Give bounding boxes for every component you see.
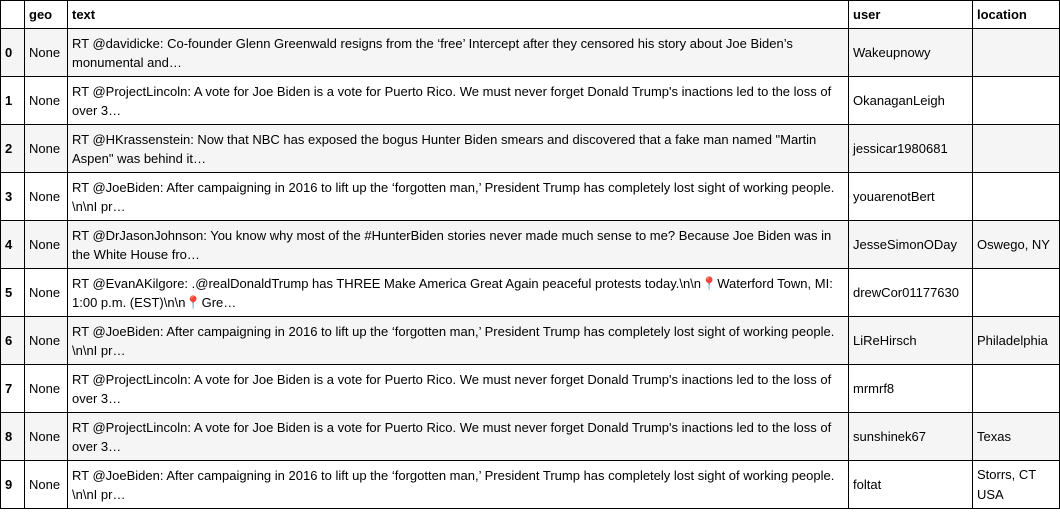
geo-cell: None [24,460,68,509]
dataframe-table: geo text user location 0 None RT @davidick… [0,0,1060,509]
table-body: 0 None RT @davidicke: Co-founder Glenn Gre… [0,28,1060,509]
row-index-cell: 3 [0,172,25,221]
location-cell [972,76,1060,125]
user-cell: jessicar1980681 [848,124,973,173]
text-cell: RT @JoeBiden: After campaigning in 2016 … [67,460,849,509]
header-row: geo text user location [0,0,1060,29]
text-cell: RT @ProjectLincoln: A vote for Joe Biden… [67,364,849,413]
column-header-geo: geo [24,0,68,29]
text-cell: RT @DrJasonJohnson: You know why most of… [67,220,849,269]
location-cell [972,364,1060,413]
row-index-cell: 5 [0,268,25,317]
column-header-text: text [67,0,849,29]
column-header-user: user [848,0,973,29]
user-cell: sunshinek67 [848,412,973,461]
geo-cell: None [24,364,68,413]
geo-cell: None [24,268,68,317]
table-row: 4 None RT @DrJasonJohnson: You know why mo… [0,220,1060,269]
location-cell: Storrs, CT USA [972,460,1060,509]
table-row: 6 None RT @JoeBiden: After campaigning in … [0,316,1060,365]
user-cell: drewCor01177630 [848,268,973,317]
column-header-index [0,0,25,29]
user-cell: JesseSimonODay [848,220,973,269]
location-cell: Texas [972,412,1060,461]
table-header: geo text user location [0,0,1060,29]
geo-cell: None [24,412,68,461]
row-index-cell: 2 [0,124,25,173]
row-index-cell: 7 [0,364,25,413]
table-row: 2 None RT @HKrassenstein: Now that NBC has… [0,124,1060,173]
table-row: 7 None RT @ProjectLincoln: A vote for Joe … [0,364,1060,413]
row-index-cell: 0 [0,28,25,77]
location-cell [972,28,1060,77]
table-row: 9 None RT @JoeBiden: After campaigning in … [0,460,1060,509]
user-cell: mrmrf8 [848,364,973,413]
location-cell [972,124,1060,173]
geo-cell: None [24,220,68,269]
text-cell: RT @EvanAKilgore: .@realDonaldTrump has … [67,268,849,317]
table-row: 5 None RT @EvanAKilgore: .@realDonaldTrump… [0,268,1060,317]
user-cell: OkanaganLeigh [848,76,973,125]
row-index-cell: 4 [0,220,25,269]
user-cell: foltat [848,460,973,509]
text-cell: RT @ProjectLincoln: A vote for Joe Biden… [67,412,849,461]
row-index-cell: 8 [0,412,25,461]
row-index-cell: 6 [0,316,25,365]
geo-cell: None [24,316,68,365]
location-cell: Philadelphia [972,316,1060,365]
text-cell: RT @JoeBiden: After campaigning in 2016 … [67,172,849,221]
table-row: 1 None RT @ProjectLincoln: A vote for Joe … [0,76,1060,125]
row-index-cell: 9 [0,460,25,509]
table-row: 8 None RT @ProjectLincoln: A vote for Joe … [0,412,1060,461]
table-row: 3 None RT @JoeBiden: After campaigning in … [0,172,1060,221]
location-cell [972,172,1060,221]
text-cell: RT @ProjectLincoln: A vote for Joe Biden… [67,76,849,125]
location-cell [972,268,1060,317]
column-header-location: location [972,0,1060,29]
text-cell: RT @JoeBiden: After campaigning in 2016 … [67,316,849,365]
geo-cell: None [24,76,68,125]
geo-cell: None [24,124,68,173]
location-cell: Oswego, NY [972,220,1060,269]
geo-cell: None [24,28,68,77]
geo-cell: None [24,172,68,221]
text-cell: RT @HKrassenstein: Now that NBC has expo… [67,124,849,173]
user-cell: youarenotBert [848,172,973,221]
text-cell: RT @davidicke: Co-founder Glenn Greenwal… [67,28,849,77]
user-cell: LiReHirsch [848,316,973,365]
table-row: 0 None RT @davidicke: Co-founder Glenn Gre… [0,28,1060,77]
user-cell: Wakeupnowy [848,28,973,77]
row-index-cell: 1 [0,76,25,125]
